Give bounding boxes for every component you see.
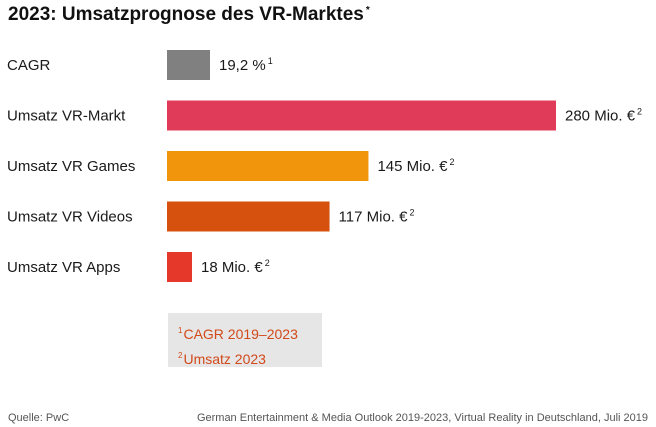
title-footnote-mark: * <box>365 4 370 16</box>
value-label: 18 Mio. €2 <box>201 258 270 276</box>
footnote-1: 1CAGR 2019–2023 <box>178 320 322 345</box>
footnote-2: 2Umsatz 2023 <box>178 345 322 370</box>
category-label: Umsatz VR Apps <box>7 259 120 276</box>
value-label: 145 Mio. €2 <box>377 157 454 175</box>
footnote-2-marker: 2 <box>178 351 183 360</box>
publication-label: German Entertainment & Media Outlook 201… <box>196 412 648 424</box>
footnote-1-text: CAGR 2019–2023 <box>183 326 298 342</box>
category-label: CAGR <box>7 57 51 74</box>
footnote-2-text: Umsatz 2023 <box>183 351 266 367</box>
value-label: 280 Mio. €2 <box>565 107 642 125</box>
chart-title: 2023: Umsatzprognose des VR-Marktes * <box>8 4 370 26</box>
source-label: Quelle: PwC <box>8 412 70 424</box>
bar <box>167 151 369 181</box>
category-label: Umsatz VR Videos <box>7 209 133 226</box>
value-label: 19,2 % 1 <box>219 56 273 74</box>
bar <box>167 252 193 282</box>
category-label: Umsatz VR-Markt <box>7 108 126 125</box>
chart-title-text: 2023: Umsatzprognose des VR-Marktes <box>8 4 364 25</box>
footnote-1-marker: 1 <box>178 326 183 335</box>
value-label: 117 Mio. €2 <box>339 208 415 226</box>
footnote-legend: 1CAGR 2019–2023 2Umsatz 2023 <box>168 313 322 367</box>
bar <box>167 50 210 80</box>
category-label: Umsatz VR Games <box>7 158 135 175</box>
bar <box>167 201 330 232</box>
bar <box>167 100 556 131</box>
